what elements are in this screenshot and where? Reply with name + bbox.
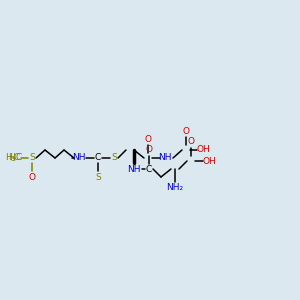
Text: S: S [95, 172, 101, 182]
Text: 3: 3 [11, 157, 15, 162]
Text: O: O [188, 137, 194, 146]
Text: NH: NH [72, 154, 86, 163]
Text: O: O [145, 134, 152, 143]
Text: NH₂: NH₂ [167, 184, 184, 193]
Text: C: C [95, 154, 101, 163]
Text: OH: OH [196, 146, 210, 154]
Text: C: C [15, 154, 21, 163]
Text: NH: NH [158, 154, 172, 163]
Text: C: C [146, 164, 152, 173]
Text: O: O [182, 127, 190, 136]
Text: H: H [4, 154, 11, 163]
Text: S: S [29, 154, 35, 163]
Text: 3: 3 [12, 157, 16, 162]
Text: NH: NH [127, 164, 141, 173]
Text: O: O [28, 172, 35, 182]
Text: O: O [146, 146, 152, 154]
Text: OH: OH [202, 157, 216, 166]
Text: S: S [111, 154, 117, 163]
Text: C: C [14, 154, 20, 163]
Text: H: H [8, 154, 15, 163]
